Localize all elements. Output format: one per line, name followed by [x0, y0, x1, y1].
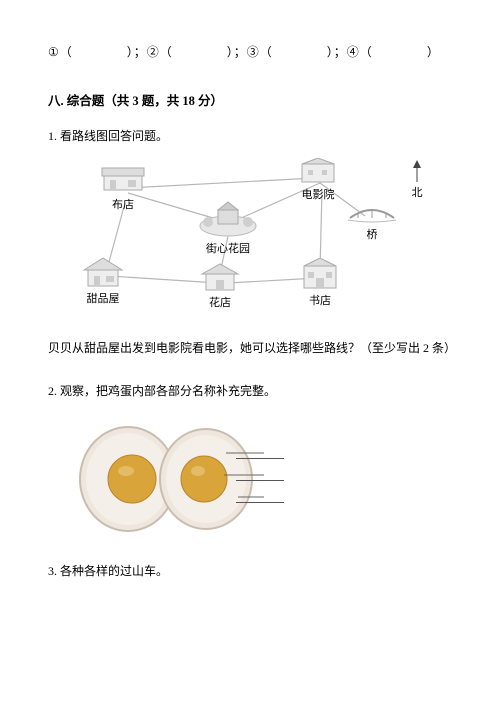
node-jiexin: 街心花园 — [196, 200, 260, 260]
fill-item-5: ） — [427, 45, 440, 59]
label-jiexin: 街心花园 — [206, 240, 250, 260]
label-shudian: 书店 — [309, 292, 331, 312]
node-dianyingyuan: 电影院 — [296, 158, 340, 206]
fill-item-1: ①（ — [48, 45, 73, 59]
section-8-title: 八. 综合题（共 3 题，共 18 分） — [48, 90, 452, 113]
north-label: 北 — [410, 184, 424, 204]
fill-item-2: ）；②（ — [127, 45, 173, 59]
route-map: 北 布店 电影院 桥 街心花园 甜品屋 花店 书店 — [70, 158, 430, 323]
fill-in-row: ①（ ）；②（ ）；③（ ）；④（ ） — [48, 42, 452, 64]
q1-subquestion: 贝贝从甜品屋出发到电影院看电影，她可以选择哪些路线？（至少写出 2 条） — [48, 337, 452, 360]
node-huadian: 花店 — [198, 262, 242, 314]
label-tianpin: 甜品屋 — [87, 290, 120, 310]
node-shudian: 书店 — [298, 258, 342, 312]
node-qiao: 桥 — [348, 200, 396, 246]
label-budian: 布店 — [112, 196, 134, 216]
q2-stem: 2. 观察，把鸡蛋内部各部分名称补充完整。 — [48, 381, 452, 403]
label-huadian: 花店 — [209, 294, 231, 314]
label-qiao: 桥 — [367, 226, 378, 246]
north-indicator: 北 — [410, 160, 424, 204]
node-tianpin: 甜品屋 — [80, 256, 126, 310]
fill-item-4: ）；④（ — [327, 45, 373, 59]
q3-stem: 3. 各种各样的过山车。 — [48, 561, 452, 583]
fill-item-3: ）；③（ — [227, 45, 273, 59]
node-budian: 布店 — [100, 164, 146, 216]
egg-diagram — [66, 413, 296, 539]
egg-blank-lines — [236, 445, 284, 511]
label-dianyingyuan: 电影院 — [302, 186, 335, 206]
q1-stem: 1. 看路线图回答问题。 — [48, 126, 452, 148]
